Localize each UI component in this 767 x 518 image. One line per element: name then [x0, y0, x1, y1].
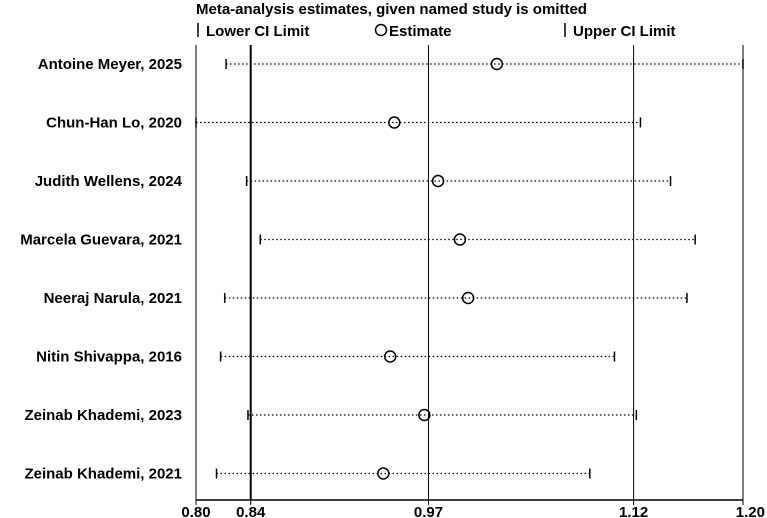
chart-title: Meta-analysis estimates, given named stu…: [196, 1, 587, 18]
study-label: Chun-Han Lo, 2020: [46, 115, 182, 132]
estimate-marker: [453, 233, 467, 246]
legend-estimate-label: Estimate: [389, 23, 452, 40]
estimate-marker: [388, 116, 401, 129]
plot-area: 0.80 0.84 0.97 1.12 1.20 Antoine Meyer, 2025 C…: [20, 45, 765, 518]
x-tick-label: 1.12: [619, 504, 648, 518]
estimate-marker: [490, 57, 504, 71]
legend-estimate-marker: [374, 23, 388, 37]
estimate-marker: [461, 291, 475, 305]
study-label: Nitin Shivappa, 2016: [36, 349, 182, 366]
x-tick-label: 0.80: [181, 504, 210, 518]
estimate-marker: [377, 467, 390, 480]
study-label: Marcela Guevara, 2021: [20, 232, 182, 249]
estimate-marker: [418, 408, 431, 422]
study-label: Zeinab Khademi, 2021: [24, 466, 182, 483]
estimate-marker: [431, 174, 445, 188]
study-label: Zeinab Khademi, 2023: [24, 407, 182, 424]
x-tick-label: 0.97: [414, 504, 443, 518]
legend: Lower CI Limit Estimate Upper CI Limit: [197, 23, 676, 40]
x-tick-label: 0.84: [236, 504, 266, 518]
legend-upper-label: Upper CI Limit: [573, 23, 676, 40]
study-label: Antoine Meyer, 2025: [38, 56, 182, 73]
legend-lower-label: Lower CI Limit: [206, 23, 309, 40]
estimate-marker: [383, 350, 397, 363]
study-label: Neeraj Narula, 2021: [44, 290, 182, 307]
x-tick-label: 1.20: [736, 504, 765, 518]
study-label: Judith Wellens, 2024: [35, 173, 183, 190]
